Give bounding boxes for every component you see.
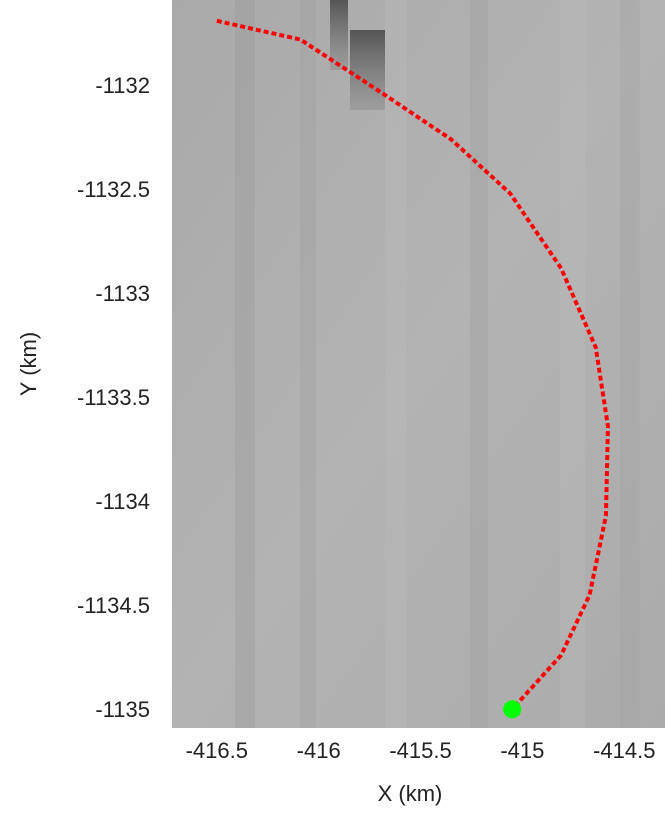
y-tick-label: -1134: [95, 489, 150, 514]
y-tick-label: -1132.5: [77, 177, 150, 202]
image-texture: [235, 0, 640, 728]
start-point: [503, 700, 522, 719]
image-dark-feature: [350, 30, 385, 110]
image-dark-feature: [330, 0, 348, 70]
y-tick-label: -1132: [95, 73, 150, 98]
x-tick-label: -414.5: [593, 738, 655, 763]
x-tick-label: -416: [297, 738, 341, 763]
trajectory-line: [216, 18, 610, 711]
x-axis-label: X (km): [378, 781, 443, 806]
y-tick-label: -1133.5: [77, 385, 150, 410]
y-axis-label: Y (km): [16, 332, 41, 396]
y-tick-label: -1133: [95, 281, 150, 306]
y-tick-label: -1135: [95, 697, 150, 722]
x-tick-label: -416.5: [186, 738, 248, 763]
x-tick-label: -415: [500, 738, 544, 763]
x-tick-label: -415.5: [389, 738, 451, 763]
y-tick-label: -1134.5: [77, 593, 150, 618]
